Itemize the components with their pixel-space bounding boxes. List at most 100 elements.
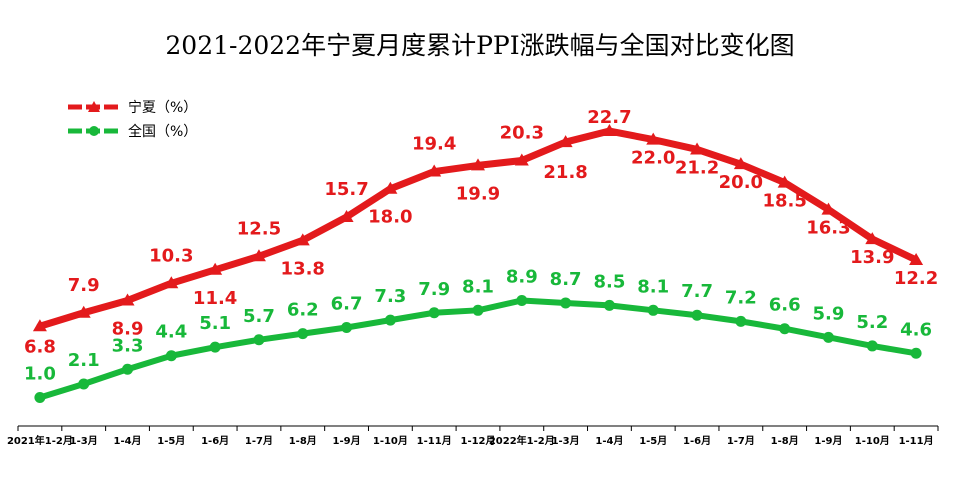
x-tick-label: 1-10月 <box>373 435 408 447</box>
x-tick-label: 1-7月 <box>727 435 755 447</box>
x-tick-label: 1-5月 <box>639 435 667 447</box>
x-tick-label: 1-3月 <box>70 435 98 447</box>
data-label-national: 5.9 <box>813 303 845 324</box>
data-point-ningxia <box>164 276 179 289</box>
data-label-national: 8.7 <box>550 269 582 290</box>
data-label-ningxia: 13.9 <box>850 247 894 268</box>
data-label-ningxia: 10.3 <box>149 245 193 266</box>
data-label-ningxia: 6.8 <box>24 336 56 357</box>
data-label-ningxia: 22.0 <box>631 148 675 169</box>
data-label-national: 7.3 <box>374 286 406 307</box>
data-point-national <box>78 378 90 390</box>
legend-item-ningxia: 宁夏（%） <box>66 97 197 117</box>
data-label-ningxia: 21.2 <box>675 157 719 178</box>
data-label-national: 7.9 <box>418 279 450 300</box>
data-point-national <box>122 363 134 375</box>
legend-item-national: 全国（%） <box>66 121 197 141</box>
data-point-ningxia <box>471 158 485 171</box>
data-point-national <box>910 347 922 359</box>
data-label-ningxia: 18.0 <box>368 207 412 228</box>
data-point-ningxia <box>32 319 47 332</box>
data-point-ningxia <box>690 142 705 155</box>
data-point-ningxia <box>558 135 573 148</box>
legend-label-ningxia: 宁夏（%） <box>128 100 198 116</box>
data-label-national: 6.7 <box>331 294 363 315</box>
x-tick-label: 1-7月 <box>245 435 273 447</box>
data-label-national: 5.1 <box>199 313 231 334</box>
data-point-ningxia <box>733 157 748 170</box>
data-point-ningxia <box>646 132 661 145</box>
x-tick-label: 1-9月 <box>333 435 361 447</box>
data-point-national <box>297 328 309 340</box>
data-point-ningxia <box>295 233 310 246</box>
data-point-ningxia <box>251 249 266 262</box>
data-label-national: 8.1 <box>637 276 669 297</box>
data-point-national <box>822 331 834 343</box>
data-point-ningxia <box>514 153 529 166</box>
data-label-ningxia: 7.9 <box>68 275 100 296</box>
data-point-national <box>165 350 177 362</box>
x-tick-label: 1-6月 <box>201 435 229 447</box>
x-tick-label: 1-5月 <box>157 435 185 447</box>
data-label-ningxia: 12.2 <box>894 268 938 289</box>
data-label-ningxia: 20.0 <box>719 172 763 193</box>
x-tick-label: 2022年1-2月 <box>489 434 555 447</box>
data-label-ningxia: 11.4 <box>193 288 237 309</box>
data-point-ningxia <box>339 209 354 222</box>
x-tick-label: 2021年1-2月 <box>7 434 73 447</box>
data-label-national: 8.9 <box>506 266 538 287</box>
data-label-national: 8.5 <box>593 271 625 292</box>
x-tick-label: 1-6月 <box>683 435 711 447</box>
data-point-national <box>647 304 659 316</box>
data-label-ningxia: 19.9 <box>456 183 500 204</box>
data-point-national <box>472 304 484 316</box>
data-label-national: 5.2 <box>856 312 888 333</box>
data-point-ningxia <box>821 202 836 215</box>
x-tick-label: 1-10月 <box>855 435 890 447</box>
data-label-ningxia: 19.4 <box>412 134 456 155</box>
data-point-national <box>34 392 46 403</box>
data-point-national <box>516 294 528 306</box>
data-point-national <box>779 323 791 335</box>
data-label-national: 5.7 <box>243 306 275 327</box>
data-label-national: 2.1 <box>68 350 100 371</box>
data-point-national <box>209 341 221 353</box>
data-point-ningxia <box>602 124 617 137</box>
data-point-ningxia <box>865 232 880 245</box>
legend-swatch-ningxia <box>68 101 120 112</box>
data-point-ningxia <box>120 293 135 306</box>
data-label-national: 1.0 <box>24 364 56 385</box>
data-point-ningxia <box>383 181 398 194</box>
data-label-national: 3.3 <box>112 335 144 356</box>
data-point-national <box>691 309 703 321</box>
data-point-national <box>428 307 440 319</box>
x-tick-label: 1-12月 <box>460 435 495 447</box>
data-label-national: 4.6 <box>900 319 932 340</box>
data-label-ningxia: 8.9 <box>112 318 144 339</box>
data-label-national: 6.6 <box>769 295 801 316</box>
data-point-national <box>603 299 615 311</box>
x-tick-label: 1-4月 <box>113 435 141 447</box>
data-point-national <box>560 297 572 309</box>
data-label-national: 7.7 <box>681 281 713 302</box>
data-point-national <box>735 315 747 327</box>
x-tick-label: 1-8月 <box>289 435 317 447</box>
data-label-ningxia: 12.5 <box>237 218 281 239</box>
data-point-national <box>384 314 396 326</box>
x-tick-label: 1-9月 <box>814 435 842 447</box>
x-tick-label: 1-11月 <box>899 435 934 447</box>
x-tick-label: 1-11月 <box>417 435 452 447</box>
data-label-ningxia: 22.7 <box>587 107 631 128</box>
chart-title: 2021-2022年宁夏月度累计PPI涨跌幅与全国对比变化图 <box>165 31 795 60</box>
data-label-national: 6.2 <box>287 300 319 321</box>
data-label-ningxia: 21.8 <box>543 162 587 183</box>
data-point-ningxia <box>777 175 792 188</box>
legend-label-national: 全国（%） <box>128 124 198 140</box>
data-point-national <box>253 334 265 346</box>
data-point-national <box>341 322 353 334</box>
x-tick-label: 1-4月 <box>595 435 623 447</box>
data-point-national <box>866 340 878 352</box>
data-point-ningxia <box>427 164 442 177</box>
data-label-national: 4.4 <box>155 322 187 343</box>
